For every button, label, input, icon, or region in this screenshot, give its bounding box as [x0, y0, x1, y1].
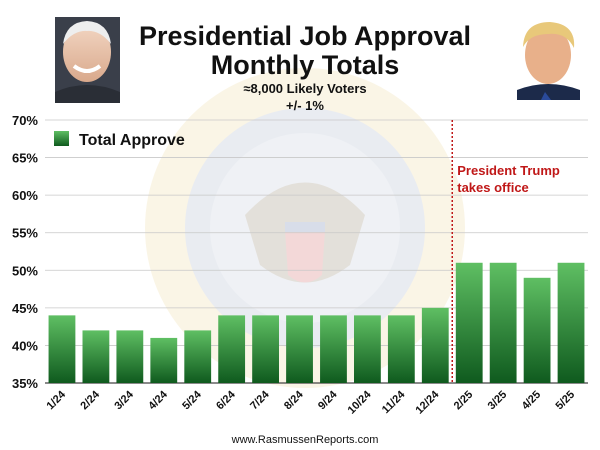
x-tick-label: 6/24: [214, 388, 238, 412]
bar-3-24: [116, 330, 144, 383]
y-tick-label: 55%: [12, 226, 38, 241]
y-tick-label: 45%: [12, 301, 38, 316]
inauguration-annotation: President Trump takes office: [451, 120, 560, 383]
y-tick-label: 35%: [12, 376, 38, 391]
x-tick-label: 2/24: [78, 388, 102, 412]
bar-12-24: [421, 307, 449, 383]
x-tick-label: 3/25: [486, 389, 510, 413]
chart-subtitle-line2: +/- 1%: [286, 98, 324, 113]
x-tick-label: 7/24: [248, 388, 272, 412]
x-tick-label: 8/24: [282, 388, 306, 412]
x-tick-label: 9/24: [316, 388, 340, 412]
y-tick-label: 50%: [12, 263, 38, 278]
bar-6-24: [218, 315, 246, 383]
x-tick-label: 5/25: [554, 389, 578, 413]
chart-title-line2: Monthly Totals: [211, 50, 400, 80]
bar-4-24: [150, 337, 178, 383]
legend-swatch: [54, 131, 69, 146]
bar-9-24: [320, 315, 347, 383]
x-tick-label: 12/24: [413, 388, 442, 417]
x-tick-label: 1/24: [44, 388, 68, 412]
y-tick-label: 70%: [12, 113, 38, 128]
biden-portrait-image: [55, 17, 120, 103]
bar-11-24: [387, 315, 415, 383]
bar-2-24: [82, 330, 110, 383]
bar-4-25: [523, 277, 551, 383]
annotation-line1: President Trump: [457, 163, 560, 178]
bar-7-24: [252, 315, 279, 383]
y-tick-label: 40%: [12, 338, 38, 353]
x-tick-label: 3/24: [112, 388, 136, 412]
x-tick-label: 2/25: [452, 389, 476, 413]
bar-3-25: [489, 262, 517, 383]
bar-5-25: [557, 262, 585, 383]
legend: Total Approve: [54, 131, 185, 149]
bar-1-24: [48, 315, 76, 383]
bars: [48, 262, 585, 383]
x-tick-label: 5/24: [180, 388, 204, 412]
bar-10-24: [354, 315, 381, 383]
source-footer: www.RasmussenReports.com: [231, 434, 379, 446]
y-tick-label: 65%: [12, 151, 38, 166]
x-tick-label: 4/25: [520, 389, 544, 413]
chart-subtitle-line1: ≈8,000 Likely Voters: [243, 81, 366, 96]
x-axis-ticks: 1/24 2/24 3/24 4/24 5/24 6/24 7/24 8/24 9/24 10/2…: [44, 388, 577, 417]
trump-portrait-image: [517, 17, 580, 100]
legend-label: Total Approve: [79, 132, 185, 149]
x-tick-label: 4/24: [146, 388, 170, 412]
bar-2-25: [455, 262, 483, 383]
x-tick-label: 11/24: [380, 388, 408, 416]
y-axis-ticks: 35% 40% 45% 50% 55% 60% 65% 70%: [12, 113, 38, 391]
bar-8-24: [286, 315, 313, 383]
bar-5-24: [184, 330, 212, 383]
chart-title-line1: Presidential Job Approval: [139, 21, 471, 51]
y-tick-label: 60%: [12, 188, 38, 203]
annotation-line2: takes office: [457, 180, 529, 195]
x-tick-label: 10/24: [346, 388, 375, 417]
